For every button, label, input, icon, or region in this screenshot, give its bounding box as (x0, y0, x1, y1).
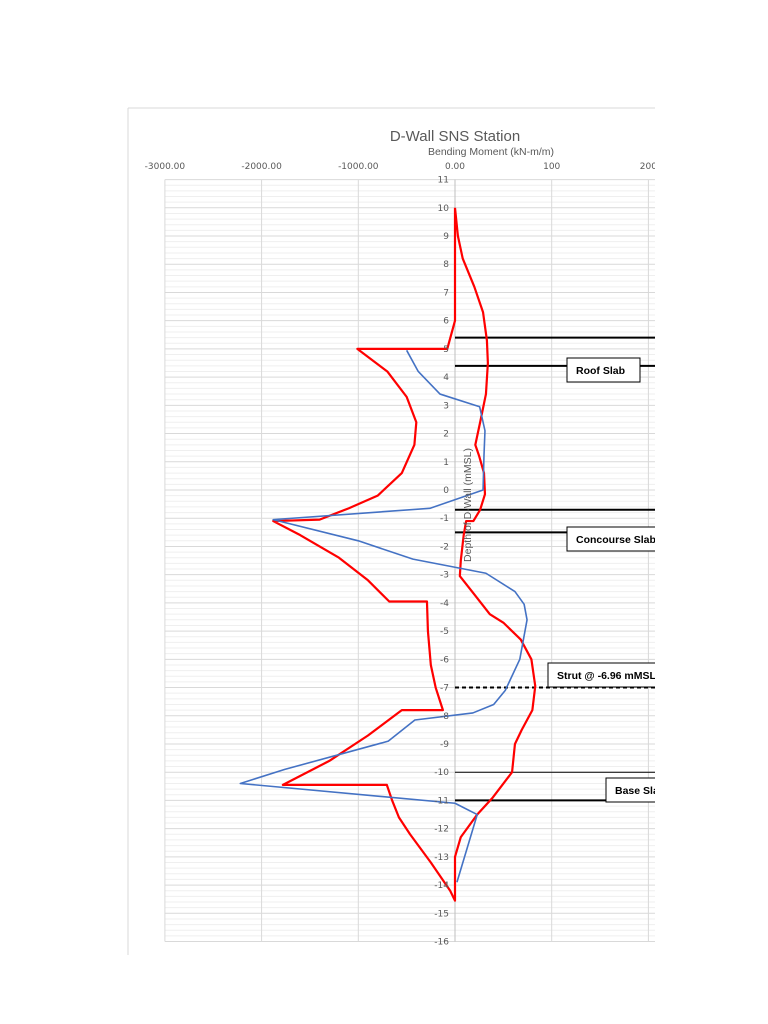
y-tick-label: -11 (434, 796, 449, 806)
annotation-border (566, 526, 655, 552)
annotation-label: Strut @ -6.96 mMSL (557, 670, 657, 682)
y-tick-label: -16 (434, 938, 449, 948)
x-axis-title: Bending Moment (kN-m/m) (428, 146, 554, 158)
y-tick-label: -3 (440, 571, 449, 581)
y-tick-label: 3 (443, 401, 449, 411)
annotation-border (605, 777, 655, 803)
y-tick-label: -12 (434, 825, 449, 835)
y-tick-label: -10 (434, 768, 449, 778)
annotation-label: Concourse Slab (576, 534, 656, 546)
x-tick-label: -2000.00 (241, 162, 282, 172)
y-tick-label: 2 (443, 430, 449, 440)
y-tick-label: 1 (443, 458, 449, 468)
y-axis-title: Depth of D-Wall (mMSL) (462, 448, 474, 562)
tick-labels: -3000.00 -2000.00 -1000.00 0.00 100 200111098… (145, 162, 657, 948)
y-tick-label: 9 (443, 232, 449, 242)
y-tick-label: -7 (440, 684, 449, 694)
y-tick-label: -2 (440, 542, 449, 552)
y-tick-label: -15 (434, 909, 449, 919)
annotation-box: Roof Slab (566, 357, 641, 383)
y-tick-label: -5 (440, 627, 449, 637)
y-tick-label: -4 (440, 599, 449, 609)
annotations: Roof Slab Concourse Slab Strut @ -6.96 mMS… (547, 357, 665, 803)
y-tick-label: -13 (434, 853, 449, 863)
annotation-box: Base Slab (605, 777, 665, 803)
annotation-border (566, 357, 641, 383)
x-tick-label: -1000.00 (338, 162, 379, 172)
annotation-border (547, 662, 655, 688)
blue-moment-line (239, 349, 528, 883)
y-tick-label: -8 (440, 712, 449, 722)
red-moment-envelope-line (272, 207, 537, 902)
annotation-label: Base Slab (615, 785, 665, 797)
chart-title: D-Wall SNS Station (390, 128, 520, 145)
y-tick-label: 7 (443, 288, 449, 298)
x-tick-label: 0.00 (445, 162, 465, 172)
x-tick-label: 100 (543, 162, 560, 172)
y-tick-label: 0 (443, 486, 449, 496)
y-tick-label: 8 (443, 260, 449, 270)
y-tick-label: 11 (438, 176, 449, 186)
y-tick-label: -1 (440, 514, 449, 524)
annotation-box: Concourse Slab (566, 526, 656, 552)
y-tick-label: 10 (438, 204, 450, 214)
y-tick-label: -9 (440, 740, 449, 750)
gridlines (164, 179, 655, 943)
y-tick-label: -14 (434, 881, 449, 891)
x-tick-label: 200 (640, 162, 657, 172)
annotation-box: Strut @ -6.96 mMSL (547, 662, 657, 688)
annotation-label: Roof Slab (576, 365, 625, 377)
x-tick-label: -3000.00 (145, 162, 186, 172)
y-tick-label: 4 (443, 373, 449, 383)
series-group (239, 207, 537, 902)
y-tick-label: 6 (443, 317, 449, 327)
y-tick-label: -6 (440, 655, 449, 665)
y-tick-label: 5 (443, 345, 449, 355)
